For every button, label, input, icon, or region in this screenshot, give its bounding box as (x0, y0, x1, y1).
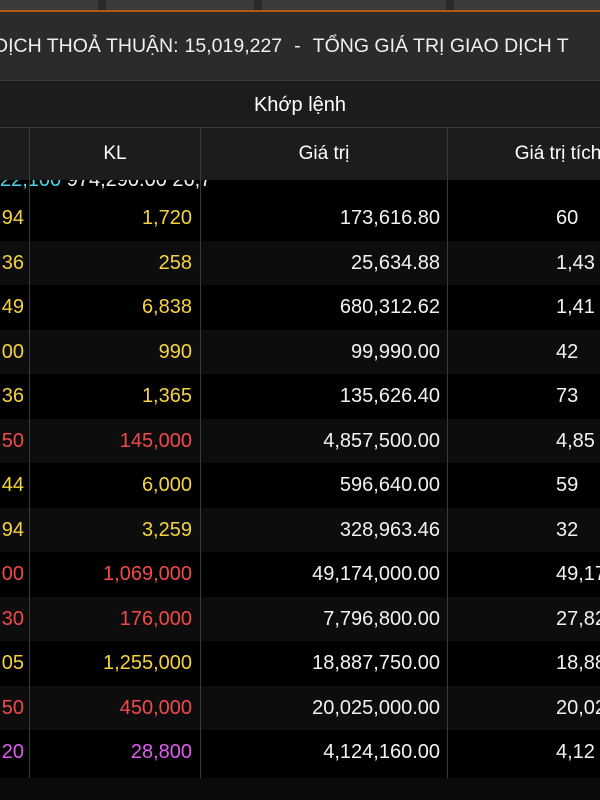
kl-cell: 6,838 (141, 296, 192, 318)
price-cell: 50 (1, 429, 24, 452)
summary-separator: - (294, 35, 301, 57)
kl-cell: 176,000 (119, 607, 192, 630)
price-cell: 00 (1, 340, 24, 363)
column-header-row: KL Giá trị Giá trị tích (0, 128, 600, 180)
matched-orders-title: Khớp lệnh (253, 94, 347, 116)
gia-tri-tich-cell: 18,88 (556, 652, 600, 674)
gia-tri-cell: 596,640.00 (339, 474, 440, 496)
price-cell: 20 (1, 741, 24, 763)
gia-tri-tich-cell: 26,7 (172, 180, 212, 191)
table-row[interactable]: 50 145,000 4,857,500.00 4,85 (0, 418, 600, 463)
table-row[interactable]: 20 28,800 4,124,160.00 4,12 (0, 730, 600, 774)
gia-tri-cell: 135,626.40 (339, 385, 440, 407)
table-row[interactable]: 00 1,069,000 49,174,000.00 49,17 (0, 552, 600, 596)
gia-tri-tich-cell: 20,02 (556, 696, 600, 719)
kl-cell: 258 (158, 251, 192, 274)
kl-cell: 22,100 (0, 180, 62, 191)
column-divider (447, 128, 448, 778)
bottom-area (0, 778, 600, 800)
kl-cell: 1,255,000 (103, 652, 192, 674)
price-cell: 30 (1, 607, 24, 630)
gia-tri-tich-cell: 1,41 (556, 296, 595, 318)
gia-tri-cell: 49,174,000.00 (312, 563, 440, 585)
gia-tri-tich-cell: 4,85 (556, 429, 595, 452)
table-row[interactable]: 94 3,259 328,963.46 32 (0, 507, 600, 552)
table-row[interactable]: 36 258 25,634.88 1,43 (0, 240, 600, 285)
price-cell: 49 (1, 296, 24, 318)
gia-tri-tich-cell: 60 (556, 207, 579, 229)
table-row[interactable]: 36 1,365 135,626.40 73 (0, 374, 600, 418)
gia-tri-cell: 20,025,000.00 (312, 696, 440, 719)
matched-orders-header: Khớp lệnh (0, 80, 600, 128)
column-divider (29, 128, 30, 778)
matched-value: 15,019,227 (184, 35, 283, 57)
gia-tri-tich-cell: 27,82 (556, 607, 600, 630)
table-row[interactable]: 50 450,000 20,025,000.00 20,02 (0, 685, 600, 730)
column-divider (200, 128, 201, 778)
price-cell: 36 (1, 251, 24, 274)
kl-cell: 3,259 (141, 518, 192, 541)
price-cell: 00 (1, 563, 24, 585)
gia-tri-cell: 7,796,800.00 (323, 607, 440, 630)
gia-tri-cell: 173,616.80 (339, 207, 440, 229)
price-cell: 36 (1, 385, 24, 407)
matched-label: DỊCH THOẢ THUẬN: (0, 35, 179, 57)
gia-tri-cell: 4,124,160.00 (323, 741, 440, 763)
gia-tri-cell: 4,857,500.00 (323, 429, 440, 452)
table-row[interactable]: 05 1,255,000 18,887,750.00 18,88 (0, 641, 600, 685)
table-row[interactable]: 94 1,720 173,616.80 60 (0, 196, 600, 240)
trading-summary-bar: DỊCH THOẢ THUẬN: 15,019,227- TỔNG GIÁ TRỊ … (0, 12, 600, 80)
column-header-gia-tri-tich[interactable]: Giá trị tích (514, 143, 600, 164)
price-cell: 50 (1, 696, 24, 719)
kl-cell: 145,000 (119, 429, 192, 452)
table-row[interactable]: 49 6,838 680,312.62 1,41 (0, 285, 600, 329)
gia-tri-cell: 25,634.88 (351, 251, 440, 274)
gia-tri-tich-cell: 32 (556, 518, 579, 541)
table-row[interactable]: 44 6,000 596,640.00 59 (0, 463, 600, 507)
gia-tri-cell: 974,290.00 (66, 180, 167, 191)
gia-tri-tich-cell: 42 (556, 340, 579, 363)
top-tab-strip (0, 0, 600, 12)
total-value-label: TỔNG GIÁ TRỊ GIAO DỊCH T (312, 35, 569, 57)
top-tab[interactable] (106, 0, 254, 10)
matched-orders-table: 22,100 974,290.00 26,7 94 1,720 173,616.80… (0, 180, 600, 778)
price-cell: 94 (1, 518, 24, 541)
kl-cell: 450,000 (119, 696, 192, 719)
gia-tri-cell: 99,990.00 (351, 340, 440, 363)
top-tab[interactable] (262, 0, 446, 10)
column-header-kl[interactable]: KL (103, 143, 127, 164)
kl-cell: 1,720 (141, 207, 192, 229)
kl-cell: 6,000 (141, 474, 192, 496)
price-cell: 94 (1, 207, 24, 229)
gia-tri-tich-cell: 4,12 (556, 741, 595, 763)
gia-tri-cell: 18,887,750.00 (312, 652, 440, 674)
top-tab[interactable] (454, 0, 600, 10)
gia-tri-tich-cell: 73 (556, 385, 579, 407)
gia-tri-tich-cell: 1,43 (556, 251, 595, 274)
kl-cell: 1,365 (141, 385, 192, 407)
accent-line (0, 10, 600, 12)
gia-tri-cell: 680,312.62 (339, 296, 440, 318)
top-tab[interactable] (0, 0, 98, 10)
kl-cell: 1,069,000 (103, 563, 192, 585)
gia-tri-cell: 328,963.46 (339, 518, 440, 541)
table-row-partial: 22,100 974,290.00 26,7 (0, 180, 600, 202)
table-row[interactable]: 30 176,000 7,796,800.00 27,82 (0, 596, 600, 641)
column-header-gia-tri[interactable]: Giá trị (298, 143, 350, 164)
kl-cell: 990 (158, 340, 192, 363)
table-row[interactable]: 00 990 99,990.00 42 (0, 329, 600, 374)
kl-cell: 28,800 (130, 741, 192, 763)
price-cell: 05 (1, 652, 24, 674)
price-cell: 44 (1, 474, 24, 496)
gia-tri-tich-cell: 59 (556, 474, 579, 496)
gia-tri-tich-cell: 49,17 (556, 563, 600, 585)
